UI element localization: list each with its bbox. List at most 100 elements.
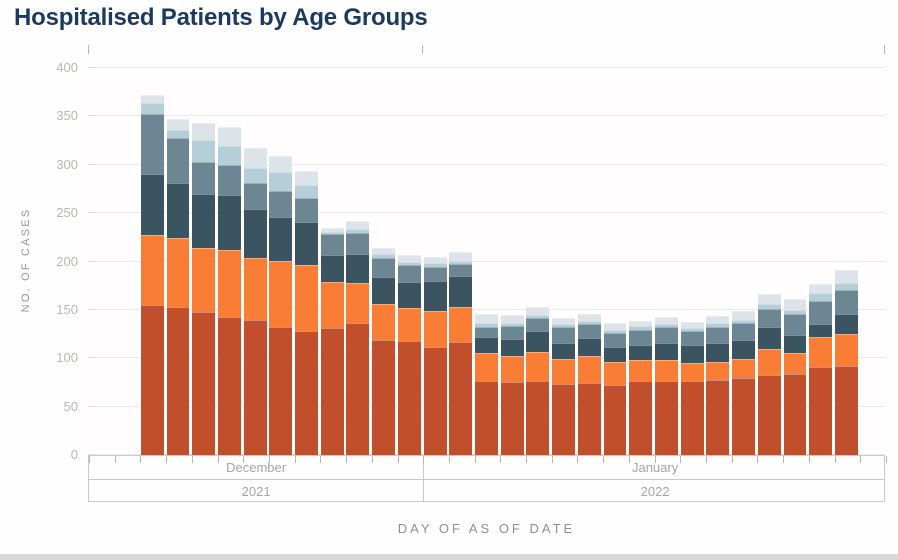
bar-segment-segment-2-orange[interactable]: [783, 353, 807, 374]
bar-segment-segment-3-dark-slate[interactable]: [629, 344, 653, 361]
year-header-2021[interactable]: 2021: [241, 483, 271, 499]
bar-segment-segment-5-light-blue[interactable]: [706, 323, 730, 328]
bar-segment-segment-5-light-blue[interactable]: [449, 260, 473, 265]
bar-segment-segment-6-pale-gray-blue[interactable]: [423, 256, 447, 263]
bar-segment-segment-2-orange[interactable]: [732, 359, 756, 378]
bar-segment-segment-5-light-blue[interactable]: [526, 314, 550, 318]
bar-segment-segment-3-dark-slate[interactable]: [783, 335, 807, 354]
bar-segment-segment-4-slate-gray[interactable]: [217, 164, 241, 195]
bar-segment-segment-1-dark-rust[interactable]: [192, 311, 216, 455]
bar-segment-segment-3-dark-slate[interactable]: [500, 338, 524, 357]
bar-segment-segment-6-pale-gray-blue[interactable]: [449, 251, 473, 261]
bar-segment-segment-2-orange[interactable]: [680, 363, 704, 382]
bar-segment-segment-6-pale-gray-blue[interactable]: [500, 314, 524, 323]
bar-segment-segment-4-slate-gray[interactable]: [732, 323, 756, 340]
bar-segment-segment-5-light-blue[interactable]: [372, 253, 396, 258]
bar-segment-segment-6-pale-gray-blue[interactable]: [243, 148, 267, 168]
bar-segment-segment-2-orange[interactable]: [449, 306, 473, 342]
bar-segment-segment-4-slate-gray[interactable]: [783, 313, 807, 336]
bar-segment-segment-3-dark-slate[interactable]: [552, 342, 576, 360]
bar-segment-segment-3-dark-slate[interactable]: [449, 276, 473, 307]
bar-segment-segment-4-slate-gray[interactable]: [603, 333, 627, 347]
bar-segment-segment-5-light-blue[interactable]: [783, 309, 807, 314]
bar-segment-segment-3-dark-slate[interactable]: [166, 183, 190, 239]
bar-segment-segment-4-slate-gray[interactable]: [295, 197, 318, 222]
bar-segment-segment-2-orange[interactable]: [809, 336, 833, 367]
bar-segment-segment-5-light-blue[interactable]: [192, 139, 216, 162]
bar-segment-segment-3-dark-slate[interactable]: [397, 281, 421, 308]
bar-segment-segment-1-dark-rust[interactable]: [680, 381, 704, 455]
bar-segment-segment-2-orange[interactable]: [552, 359, 576, 385]
bar-segment-segment-2-orange[interactable]: [269, 260, 293, 328]
bar-segment-segment-3-dark-slate[interactable]: [757, 327, 781, 349]
bar-segment-segment-5-light-blue[interactable]: [423, 262, 447, 268]
bar-segment-segment-2-orange[interactable]: [192, 247, 216, 312]
bar-segment-segment-5-light-blue[interactable]: [552, 324, 576, 328]
bar-segment-segment-2-orange[interactable]: [320, 281, 344, 329]
bar-segment-segment-5-light-blue[interactable]: [269, 171, 293, 191]
bar-segment-segment-2-orange[interactable]: [243, 257, 267, 320]
bar-segment-segment-5-light-blue[interactable]: [680, 328, 704, 332]
bar-segment-segment-2-orange[interactable]: [706, 362, 730, 380]
bar-segment-segment-6-pale-gray-blue[interactable]: [834, 270, 858, 283]
bar-segment-segment-1-dark-rust[interactable]: [269, 327, 293, 455]
bar-segment-segment-6-pale-gray-blue[interactable]: [603, 323, 627, 331]
bar-segment-segment-4-slate-gray[interactable]: [320, 234, 344, 255]
bar-segment-segment-2-orange[interactable]: [655, 360, 678, 381]
bar-segment-segment-2-orange[interactable]: [475, 353, 498, 381]
bar-segment-segment-6-pale-gray-blue[interactable]: [552, 317, 576, 325]
bar-segment-segment-5-light-blue[interactable]: [577, 320, 601, 325]
bar-segment-segment-1-dark-rust[interactable]: [449, 341, 473, 455]
bar-segment-segment-3-dark-slate[interactable]: [372, 277, 396, 305]
bar-segment-segment-1-dark-rust[interactable]: [423, 346, 447, 455]
bar-segment-segment-1-dark-rust[interactable]: [809, 366, 833, 455]
bar-segment-segment-5-light-blue[interactable]: [809, 293, 833, 302]
bar-segment-segment-6-pale-gray-blue[interactable]: [655, 316, 678, 325]
bar-segment-segment-3-dark-slate[interactable]: [834, 313, 858, 335]
bar-segment-segment-6-pale-gray-blue[interactable]: [680, 321, 704, 329]
bar-segment-segment-5-light-blue[interactable]: [346, 228, 370, 233]
bar-segment-segment-4-slate-gray[interactable]: [834, 289, 858, 314]
bar-segment-segment-3-dark-slate[interactable]: [423, 280, 447, 311]
bar-segment-segment-5-light-blue[interactable]: [834, 282, 858, 290]
bar-segment-segment-4-slate-gray[interactable]: [192, 161, 216, 194]
bar-segment-segment-3-dark-slate[interactable]: [603, 346, 627, 363]
bar-segment-segment-1-dark-rust[interactable]: [166, 306, 190, 455]
bar-segment-segment-6-pale-gray-blue[interactable]: [295, 170, 318, 186]
bar-segment-segment-6-pale-gray-blue[interactable]: [397, 254, 421, 262]
bar-segment-segment-6-pale-gray-blue[interactable]: [475, 313, 498, 324]
bar-segment-segment-4-slate-gray[interactable]: [577, 324, 601, 338]
bar-segment-segment-6-pale-gray-blue[interactable]: [217, 127, 241, 147]
bar-segment-segment-1-dark-rust[interactable]: [217, 316, 241, 455]
bar-segment-segment-5-light-blue[interactable]: [655, 324, 678, 328]
bar-segment-segment-5-light-blue[interactable]: [295, 185, 318, 198]
bar-segment-segment-4-slate-gray[interactable]: [372, 257, 396, 277]
bar-segment-segment-4-slate-gray[interactable]: [629, 330, 653, 345]
bar-segment-segment-6-pale-gray-blue[interactable]: [732, 310, 756, 320]
bar-segment-segment-6-pale-gray-blue[interactable]: [346, 220, 370, 229]
bar-segment-segment-5-light-blue[interactable]: [629, 326, 653, 331]
bar-segment-segment-5-light-blue[interactable]: [732, 319, 756, 324]
bar-segment-segment-2-orange[interactable]: [500, 356, 524, 383]
bar-segment-segment-4-slate-gray[interactable]: [809, 301, 833, 325]
bar-segment-segment-4-slate-gray[interactable]: [706, 327, 730, 343]
month-header-january[interactable]: January: [423, 456, 886, 479]
bar-segment-segment-4-slate-gray[interactable]: [552, 327, 576, 343]
bar-segment-segment-1-dark-rust[interactable]: [475, 380, 498, 455]
bar-segment-segment-5-light-blue[interactable]: [475, 323, 498, 328]
bar-segment-segment-2-orange[interactable]: [295, 265, 318, 332]
bar-segment-segment-6-pale-gray-blue[interactable]: [140, 95, 164, 103]
bar-segment-segment-6-pale-gray-blue[interactable]: [577, 313, 601, 321]
bar-segment-segment-6-pale-gray-blue[interactable]: [629, 320, 653, 327]
bar-segment-segment-3-dark-slate[interactable]: [346, 253, 370, 283]
bar-segment-segment-2-orange[interactable]: [577, 356, 601, 384]
bar-segment-segment-1-dark-rust[interactable]: [834, 366, 858, 455]
bar-segment-segment-4-slate-gray[interactable]: [475, 327, 498, 337]
bar-segment-segment-3-dark-slate[interactable]: [475, 337, 498, 354]
bar-segment-segment-2-orange[interactable]: [217, 249, 241, 317]
bar-segment-segment-1-dark-rust[interactable]: [552, 384, 576, 455]
bar-segment-segment-2-orange[interactable]: [603, 362, 627, 386]
bar-segment-segment-6-pale-gray-blue[interactable]: [809, 283, 833, 294]
bar-segment-segment-1-dark-rust[interactable]: [397, 340, 421, 455]
bar-segment-segment-4-slate-gray[interactable]: [680, 331, 704, 345]
